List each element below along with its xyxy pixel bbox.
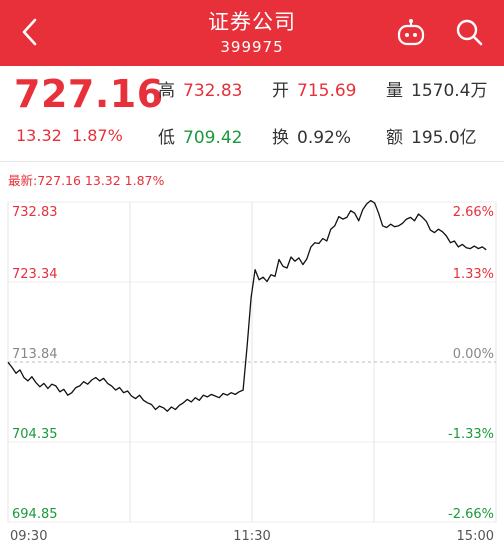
stat-turnover-label: 换	[272, 128, 289, 148]
stat-low: 低 709.42	[158, 123, 242, 148]
search-icon[interactable]	[454, 17, 484, 47]
stat-low-value: 709.42	[183, 128, 243, 148]
back-arrow-icon[interactable]	[14, 16, 46, 48]
quote-panel: 727.16 13.32 1.87% 高 732.83 开 715.69 量 1570…	[0, 66, 504, 162]
y-tick-label: 723.34	[12, 267, 58, 282]
stat-low-label: 低	[158, 128, 175, 148]
change-percent: 1.87%	[71, 126, 123, 145]
stat-volume: 量 1570.4万	[386, 76, 487, 101]
y-axis-left: 732.83 723.34 713.84 704.35 694.85	[12, 205, 58, 522]
price-line	[7, 199, 487, 412]
y-tick-label-pct: 0.00%	[453, 347, 494, 362]
price-change: 13.32 1.87%	[16, 126, 123, 145]
intraday-chart[interactable]: 732.83 723.34 713.84 704.35 694.85 2.66% 1.33…	[0, 186, 504, 558]
stat-high-label: 高	[158, 81, 175, 101]
stat-volume-label: 量	[386, 81, 403, 101]
y-tick-label-pct: 1.33%	[453, 267, 494, 282]
y-tick-label-pct: 2.66%	[453, 205, 494, 220]
x-tick-label: 09:30	[10, 529, 47, 544]
x-tick-label: 15:00	[457, 529, 494, 544]
y-tick-label: 694.85	[12, 507, 58, 522]
page-title: 证券公司	[208, 10, 296, 34]
stat-volume-value: 1570.4万	[411, 81, 488, 101]
index-code: 399975	[220, 38, 284, 56]
divider	[0, 161, 504, 162]
chart-grid	[7, 201, 497, 523]
stat-turnover: 换 0.92%	[272, 123, 351, 148]
change-value: 13.32	[16, 126, 62, 145]
x-tick-label: 11:30	[233, 529, 270, 544]
y-tick-label: 704.35	[12, 427, 58, 442]
stat-high: 高 732.83	[158, 76, 242, 101]
y-tick-label: 732.83	[12, 205, 58, 220]
stat-amount: 额 195.0亿	[386, 123, 477, 148]
robot-icon[interactable]	[396, 18, 426, 48]
stat-turnover-value: 0.92%	[297, 128, 352, 148]
stat-open: 开 715.69	[272, 76, 356, 101]
stat-open-label: 开	[272, 81, 289, 101]
chart-latest-readout: 最新:727.16 13.32 1.87%	[8, 173, 165, 188]
stat-high-value: 732.83	[183, 81, 243, 101]
stat-amount-value: 195.0亿	[411, 128, 477, 148]
y-tick-label: 713.84	[12, 347, 58, 362]
x-axis: 09:30 11:30 15:00	[10, 529, 494, 544]
y-axis-right: 2.66% 1.33% 0.00% -1.33% -2.66%	[448, 205, 494, 522]
y-tick-label-pct: -2.66%	[448, 507, 494, 522]
y-tick-label-pct: -1.33%	[448, 427, 494, 442]
top-bar: 证券公司 399975	[0, 0, 504, 66]
stat-open-value: 715.69	[297, 81, 357, 101]
stat-amount-label: 额	[386, 128, 403, 148]
last-price: 727.16	[14, 72, 164, 116]
